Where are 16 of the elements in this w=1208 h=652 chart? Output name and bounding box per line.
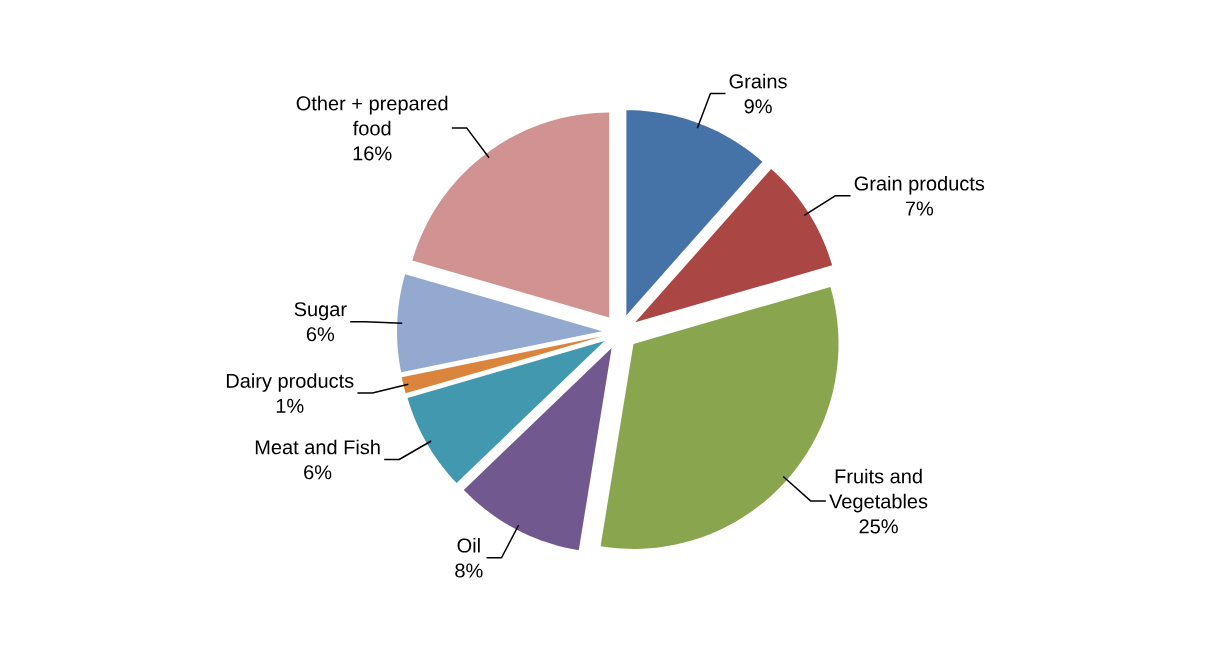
slice-label: Fruits and Vegetables (829, 468, 928, 513)
data-label: 7% (905, 201, 934, 216)
slice-label: Meat and Fish (255, 439, 380, 455)
data-label: 8% (455, 563, 483, 578)
data-label: 9% (744, 99, 772, 114)
slice-label: Grain products (854, 175, 985, 195)
data-label: 1% (276, 398, 304, 413)
data-label: 6% (304, 465, 332, 480)
slice-label: Dairy products (226, 373, 354, 392)
slice-label: Grains (729, 73, 787, 89)
data-label: 25% (859, 519, 898, 534)
slice-label: Other + prepared food (296, 95, 448, 136)
slice-label: Oil (457, 537, 480, 553)
slice-label: Sugar (294, 302, 347, 321)
data-label: 6% (306, 327, 335, 342)
data-label: 16% (353, 146, 392, 161)
